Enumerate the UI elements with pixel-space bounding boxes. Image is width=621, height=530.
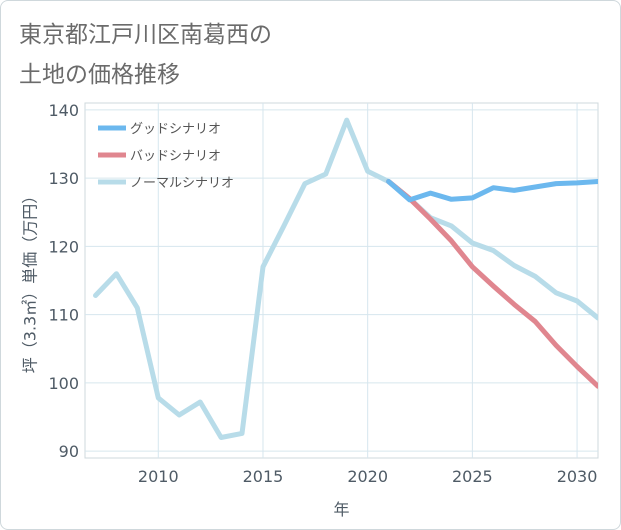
legend-label: グッドシナリオ [130,122,221,137]
chart-title-line-2: 土地の価格推移 [19,62,180,88]
grid-horizontal [85,109,598,452]
y-tick-labels: 90 100 110 120 130 140 [48,101,79,461]
x-tick-label: 2015 [243,467,284,486]
y-tick-label: 110 [48,306,79,325]
x-tick-label: 2030 [557,467,598,486]
x-tick-labels: 2010 2015 2020 2025 2030 [138,467,597,486]
y-tick-label: 100 [48,374,79,393]
plot-area [84,102,599,459]
x-tick-label: 2020 [347,467,388,486]
chart-title-line-1: 東京都江戸川区南葛西の [19,22,272,48]
y-tick-label: 120 [48,237,79,256]
x-tick-label: 2010 [138,467,179,486]
series-line-1 [386,179,598,389]
series-line-2 [93,117,598,440]
y-tick-label: 140 [48,101,79,120]
y-tick-label: 130 [48,169,79,188]
legend-label: ノーマルシナリオ [130,176,234,191]
x-axis-title: 年 [333,500,349,519]
series-line-0 [386,179,598,203]
series-lines [93,117,598,440]
x-tick-label: 2025 [452,467,493,486]
y-tick-label: 90 [59,442,79,461]
legend-label: バッドシナリオ [130,149,221,164]
y-axis-title: 坪（3.3㎡）単価（万円） [21,188,40,373]
